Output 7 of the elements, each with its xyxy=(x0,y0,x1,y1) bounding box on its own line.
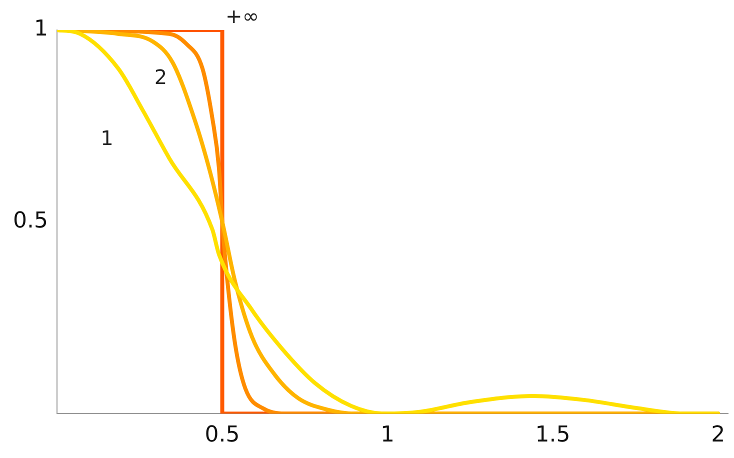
x-tick-label: 0.5 xyxy=(204,422,240,448)
x-tick-label: 1.5 xyxy=(535,422,570,448)
series-label: 1 xyxy=(100,126,114,150)
x-tick-label: 2 xyxy=(711,422,726,448)
series-label: 2 xyxy=(154,64,168,89)
series-label: +∞ xyxy=(226,4,259,28)
x-tick-label: 1 xyxy=(380,422,395,448)
